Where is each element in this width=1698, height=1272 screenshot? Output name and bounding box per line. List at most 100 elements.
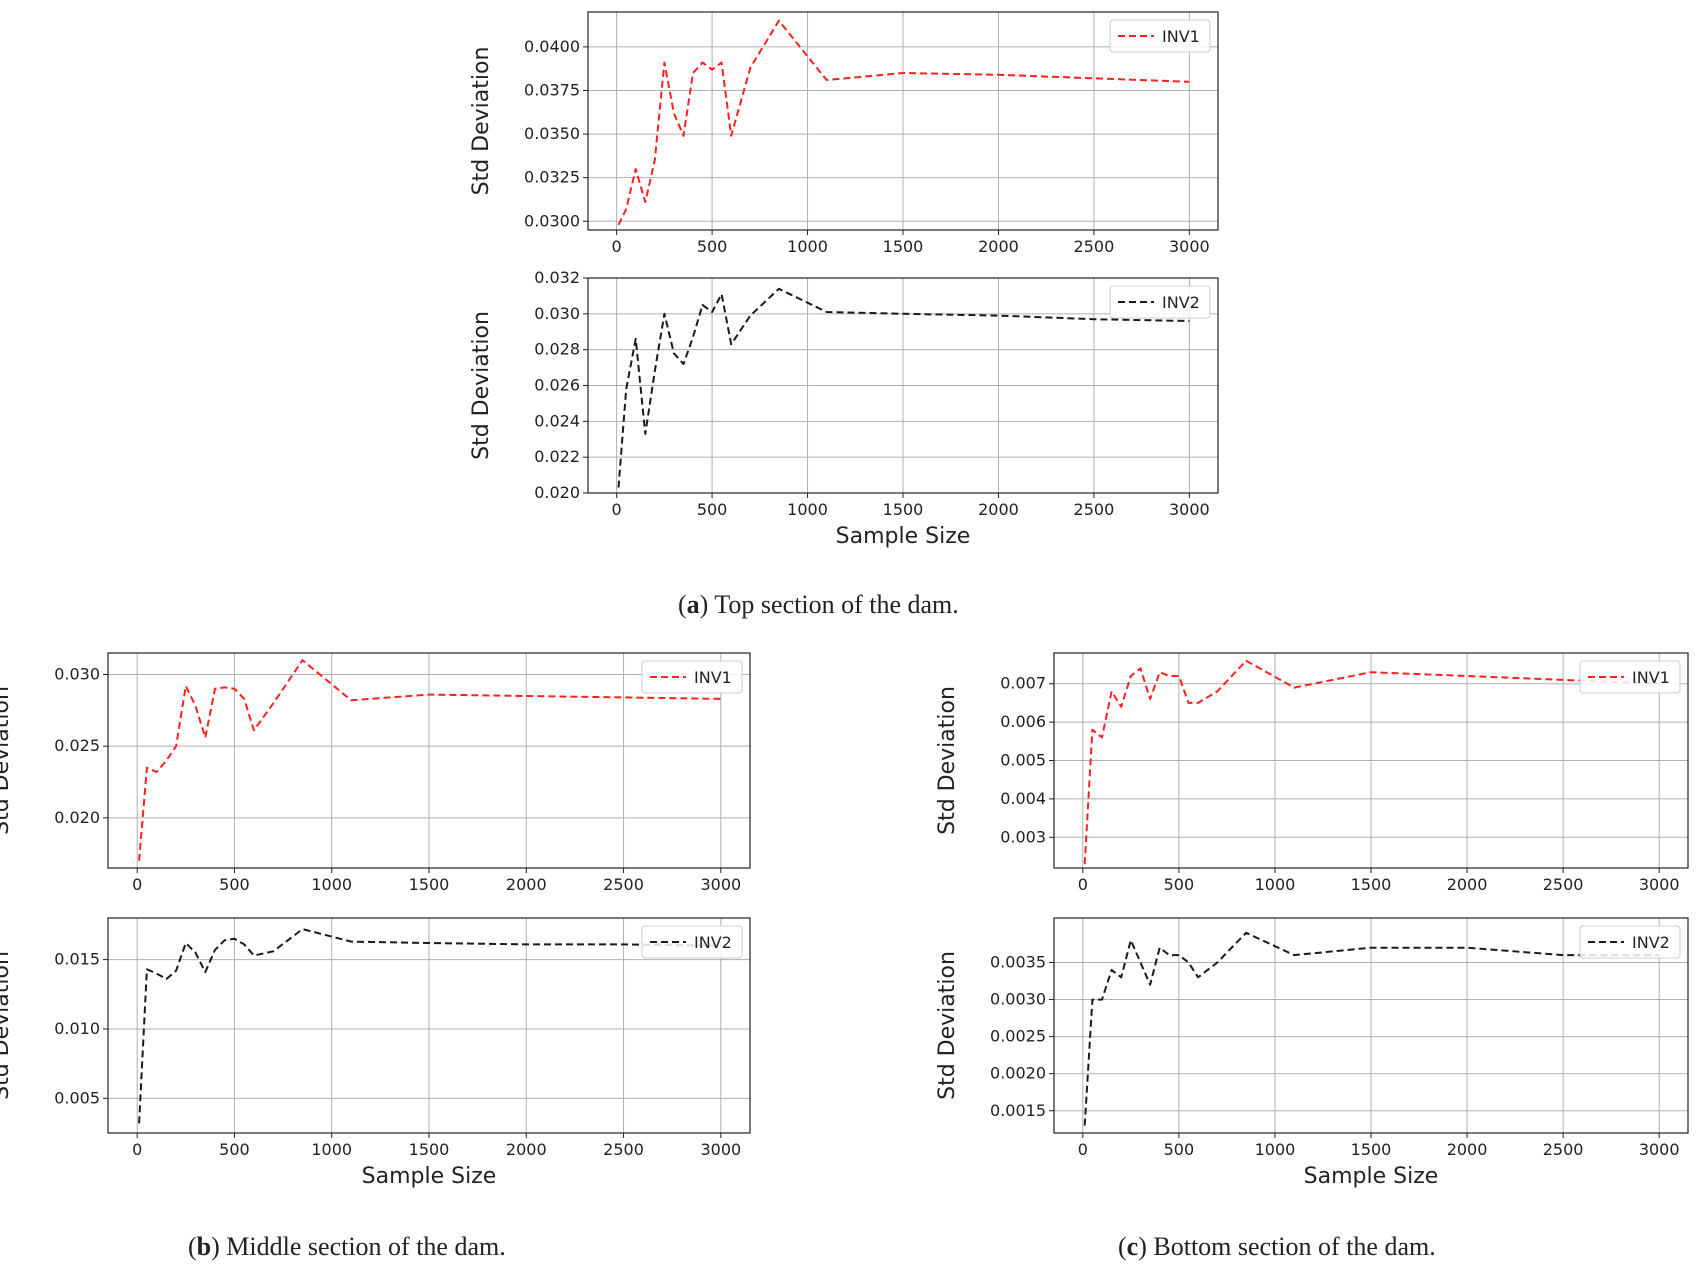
y-tick-label: 0.0375 bbox=[524, 80, 580, 99]
x-tick-label: 3000 bbox=[700, 875, 741, 894]
legend-label: INV1 bbox=[694, 668, 732, 687]
y-tick-label: 0.0030 bbox=[990, 990, 1046, 1009]
x-axis-label: Sample Size bbox=[1304, 1164, 1439, 1189]
series-line-inv2 bbox=[138, 928, 721, 1124]
y-tick-label: 0.005 bbox=[54, 1088, 100, 1107]
caption-b-letter: b bbox=[196, 1232, 212, 1261]
x-tick-label: 2500 bbox=[1074, 500, 1115, 519]
series-line-inv2 bbox=[1083, 931, 1660, 1126]
y-tick-label: 0.0035 bbox=[990, 952, 1046, 971]
y-axis-label: Std Deviation bbox=[935, 951, 960, 1100]
x-tick-label: 1000 bbox=[311, 875, 352, 894]
y-tick-label: 0.020 bbox=[54, 808, 100, 827]
x-tick-label: 500 bbox=[697, 500, 728, 519]
legend-label: INV2 bbox=[1632, 933, 1670, 952]
x-tick-label: 1500 bbox=[1351, 875, 1392, 894]
y-tick-label: 0.004 bbox=[1000, 789, 1046, 808]
y-tick-label: 0.030 bbox=[534, 304, 580, 323]
y-axis-label: Std Deviation bbox=[0, 686, 14, 835]
x-tick-label: 3000 bbox=[1639, 875, 1680, 894]
x-tick-label: 3000 bbox=[1169, 237, 1210, 256]
x-tick-label: 2500 bbox=[1074, 237, 1115, 256]
legend-box bbox=[1579, 660, 1681, 694]
legend-box bbox=[1109, 285, 1211, 319]
y-tick-label: 0.007 bbox=[1000, 674, 1046, 693]
x-tick-label: 3000 bbox=[1169, 500, 1210, 519]
legend-label: INV1 bbox=[1632, 668, 1670, 687]
y-tick-label: 0.0300 bbox=[524, 211, 580, 230]
y-axis-label: Std Deviation bbox=[0, 951, 14, 1100]
x-tick-label: 1500 bbox=[883, 500, 924, 519]
chart-b-inv1: 0 500 1000 1500 2000 2500 3000 0.020 0.025 0.030 S… bbox=[0, 652, 751, 894]
y-tick-label: 0.003 bbox=[1000, 827, 1046, 846]
x-tick-label: 500 bbox=[219, 1140, 250, 1159]
x-tick-label: 2000 bbox=[506, 875, 547, 894]
chart-c-inv2: 0 500 1000 1500 2000 2500 3000 0.0015 0.0020 0.00… bbox=[935, 917, 1689, 1189]
chart-a-inv2: 0 500 1000 1500 2000 2500 3000 0.020 0.022 0.024 0… bbox=[469, 268, 1219, 549]
y-tick-label: 0.0025 bbox=[990, 1027, 1046, 1046]
x-tick-label: 500 bbox=[1164, 875, 1195, 894]
x-tick-label: 1000 bbox=[787, 237, 828, 256]
x-axis-label: Sample Size bbox=[362, 1164, 497, 1189]
x-tick-label: 1000 bbox=[787, 500, 828, 519]
caption-c-letter: c bbox=[1126, 1232, 1139, 1261]
x-tick-label: 0 bbox=[1078, 875, 1088, 894]
x-tick-label: 2500 bbox=[1543, 875, 1584, 894]
chart-b-inv2: 0 500 1000 1500 2000 2500 3000 0.005 0.010 0.015 S… bbox=[0, 917, 751, 1189]
y-axis-label: Std Deviation bbox=[469, 47, 494, 196]
x-tick-label: 2500 bbox=[1543, 1140, 1584, 1159]
series-line-inv1 bbox=[138, 659, 721, 861]
x-tick-label: 2000 bbox=[506, 1140, 547, 1159]
caption-b-text: ) Middle section of the dam. bbox=[211, 1232, 506, 1261]
x-tick-label: 2000 bbox=[1447, 875, 1488, 894]
x-tick-label: 1000 bbox=[1255, 1140, 1296, 1159]
caption-a-letter: a bbox=[686, 590, 700, 619]
caption-c-text: ) Bottom section of the dam. bbox=[1138, 1232, 1436, 1261]
y-tick-label: 0.015 bbox=[54, 950, 100, 969]
y-axis-label: Std Deviation bbox=[469, 311, 494, 460]
y-tick-label: 0.026 bbox=[534, 376, 580, 395]
y-axis-label: Std Deviation bbox=[935, 686, 960, 835]
legend-box bbox=[1579, 925, 1681, 959]
x-tick-label: 0 bbox=[612, 237, 622, 256]
legend-box bbox=[641, 925, 743, 959]
x-tick-label: 1000 bbox=[311, 1140, 352, 1159]
x-tick-label: 2500 bbox=[603, 1140, 644, 1159]
x-tick-label: 0 bbox=[1078, 1140, 1088, 1159]
caption-b: (b) Middle section of the dam. bbox=[188, 1232, 506, 1261]
x-tick-label: 500 bbox=[219, 875, 250, 894]
y-tick-label: 0.0020 bbox=[990, 1064, 1046, 1083]
x-tick-label: 3000 bbox=[700, 1140, 741, 1159]
legend-box bbox=[641, 660, 743, 694]
chart-c-inv1: 0 500 1000 1500 2000 2500 3000 0.003 0.004 0.005 0… bbox=[935, 652, 1689, 894]
x-axis-label: Sample Size bbox=[836, 524, 971, 549]
x-tick-label: 2000 bbox=[978, 500, 1019, 519]
x-tick-label: 1500 bbox=[1351, 1140, 1392, 1159]
y-tick-label: 0.0400 bbox=[524, 37, 580, 56]
legend-label: INV2 bbox=[694, 933, 732, 952]
y-tick-label: 0.022 bbox=[534, 447, 580, 466]
y-tick-label: 0.005 bbox=[1000, 751, 1046, 770]
x-tick-label: 2500 bbox=[603, 875, 644, 894]
y-tick-label: 0.025 bbox=[54, 736, 100, 755]
x-tick-label: 1000 bbox=[1255, 875, 1296, 894]
x-tick-label: 500 bbox=[1164, 1140, 1195, 1159]
y-tick-label: 0.0015 bbox=[990, 1101, 1046, 1120]
legend-label: INV2 bbox=[1162, 293, 1200, 312]
series-line-inv1 bbox=[617, 19, 1190, 226]
y-tick-label: 0.020 bbox=[534, 483, 580, 502]
series-line-inv1 bbox=[1083, 659, 1660, 865]
x-tick-label: 0 bbox=[132, 1140, 142, 1159]
x-tick-label: 2000 bbox=[978, 237, 1019, 256]
caption-a-text: ) Top section of the dam. bbox=[699, 590, 959, 619]
series-line-inv2 bbox=[617, 287, 1190, 488]
x-tick-label: 0 bbox=[132, 875, 142, 894]
legend-box bbox=[1109, 19, 1211, 53]
chart-a-inv1: 0 500 1000 1500 2000 2500 3000 0.0300 0.0325 0.03… bbox=[469, 11, 1219, 256]
y-tick-label: 0.024 bbox=[534, 411, 580, 430]
x-tick-label: 1500 bbox=[409, 1140, 450, 1159]
x-tick-label: 1500 bbox=[883, 237, 924, 256]
x-tick-label: 1500 bbox=[409, 875, 450, 894]
legend-label: INV1 bbox=[1162, 27, 1200, 46]
